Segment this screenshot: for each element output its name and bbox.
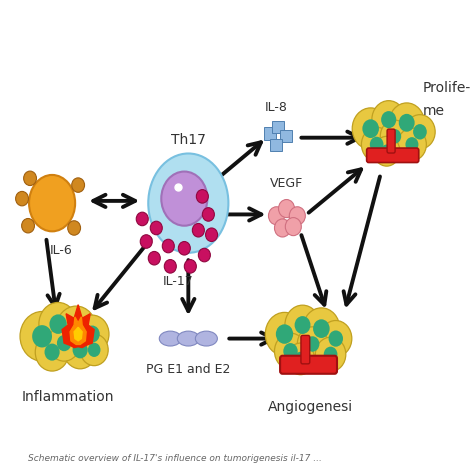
Circle shape xyxy=(381,145,392,158)
Circle shape xyxy=(398,128,426,161)
Text: Angiogenesi: Angiogenesi xyxy=(268,400,353,413)
Text: Inflammation: Inflammation xyxy=(22,391,114,404)
Circle shape xyxy=(136,212,148,226)
Circle shape xyxy=(162,239,174,253)
Text: IL-17: IL-17 xyxy=(163,275,194,288)
Circle shape xyxy=(279,200,294,218)
Circle shape xyxy=(285,305,320,345)
FancyBboxPatch shape xyxy=(387,129,395,153)
Circle shape xyxy=(320,320,352,356)
Circle shape xyxy=(389,103,424,143)
Circle shape xyxy=(39,302,77,346)
Polygon shape xyxy=(70,317,86,345)
Circle shape xyxy=(405,115,435,149)
Ellipse shape xyxy=(161,172,207,226)
Circle shape xyxy=(56,306,96,351)
Circle shape xyxy=(362,128,392,162)
Circle shape xyxy=(72,178,84,192)
Circle shape xyxy=(35,333,69,371)
Text: IL-6: IL-6 xyxy=(50,244,73,257)
Text: Prolife-: Prolife- xyxy=(423,81,471,95)
Text: Th17: Th17 xyxy=(171,133,206,147)
Text: PG E1 and E2: PG E1 and E2 xyxy=(146,364,230,376)
Circle shape xyxy=(276,324,293,344)
Bar xyxy=(271,138,282,151)
Circle shape xyxy=(374,137,400,166)
Circle shape xyxy=(150,221,162,235)
FancyBboxPatch shape xyxy=(367,148,419,163)
Circle shape xyxy=(315,337,346,372)
Bar xyxy=(264,128,276,140)
Circle shape xyxy=(48,325,80,361)
Circle shape xyxy=(399,114,415,132)
Circle shape xyxy=(140,235,152,248)
Circle shape xyxy=(274,219,291,237)
Circle shape xyxy=(22,219,35,233)
Text: IL-8: IL-8 xyxy=(265,101,288,114)
Circle shape xyxy=(20,311,64,361)
Circle shape xyxy=(265,312,304,356)
Circle shape xyxy=(388,129,401,144)
Circle shape xyxy=(24,171,36,185)
Circle shape xyxy=(370,137,383,152)
Circle shape xyxy=(206,228,218,242)
Circle shape xyxy=(73,341,88,358)
Ellipse shape xyxy=(29,175,75,231)
Circle shape xyxy=(283,343,298,359)
Circle shape xyxy=(75,315,109,353)
Circle shape xyxy=(324,346,337,362)
Circle shape xyxy=(381,111,396,128)
Circle shape xyxy=(80,334,108,365)
Circle shape xyxy=(268,207,284,225)
Ellipse shape xyxy=(195,331,218,346)
Circle shape xyxy=(294,352,307,366)
Ellipse shape xyxy=(159,331,182,346)
Circle shape xyxy=(16,191,28,206)
Bar xyxy=(281,129,292,142)
Circle shape xyxy=(57,335,71,351)
Circle shape xyxy=(405,137,419,152)
Circle shape xyxy=(306,336,319,352)
Circle shape xyxy=(297,327,328,361)
Circle shape xyxy=(49,314,67,334)
Circle shape xyxy=(45,344,60,361)
Circle shape xyxy=(286,343,315,374)
Circle shape xyxy=(372,100,406,138)
Polygon shape xyxy=(62,305,94,347)
Circle shape xyxy=(285,218,301,236)
Circle shape xyxy=(67,319,85,339)
Text: me: me xyxy=(423,104,445,118)
Circle shape xyxy=(295,316,310,334)
Circle shape xyxy=(289,207,305,225)
Polygon shape xyxy=(74,327,82,341)
Circle shape xyxy=(192,223,204,237)
Circle shape xyxy=(313,319,329,338)
Circle shape xyxy=(148,251,160,265)
Circle shape xyxy=(198,248,210,262)
Bar xyxy=(273,120,284,133)
Circle shape xyxy=(64,331,97,369)
Circle shape xyxy=(352,108,389,149)
Circle shape xyxy=(68,221,81,235)
Circle shape xyxy=(328,330,343,346)
FancyBboxPatch shape xyxy=(280,356,337,374)
Ellipse shape xyxy=(148,154,228,253)
Circle shape xyxy=(32,325,52,347)
Circle shape xyxy=(178,242,191,255)
FancyBboxPatch shape xyxy=(301,336,310,364)
Circle shape xyxy=(88,343,100,357)
Circle shape xyxy=(196,190,209,203)
Circle shape xyxy=(413,124,427,139)
Circle shape xyxy=(362,119,379,138)
Circle shape xyxy=(84,326,100,343)
Circle shape xyxy=(303,308,340,349)
Circle shape xyxy=(164,260,176,273)
Ellipse shape xyxy=(177,331,200,346)
Text: Schematic overview of IL-17's influence on tumorigenesis il-17 ...: Schematic overview of IL-17's influence … xyxy=(28,454,322,463)
Circle shape xyxy=(380,120,409,153)
Text: VEGF: VEGF xyxy=(270,177,303,190)
Circle shape xyxy=(202,208,214,221)
Circle shape xyxy=(274,333,307,369)
Circle shape xyxy=(184,260,196,273)
